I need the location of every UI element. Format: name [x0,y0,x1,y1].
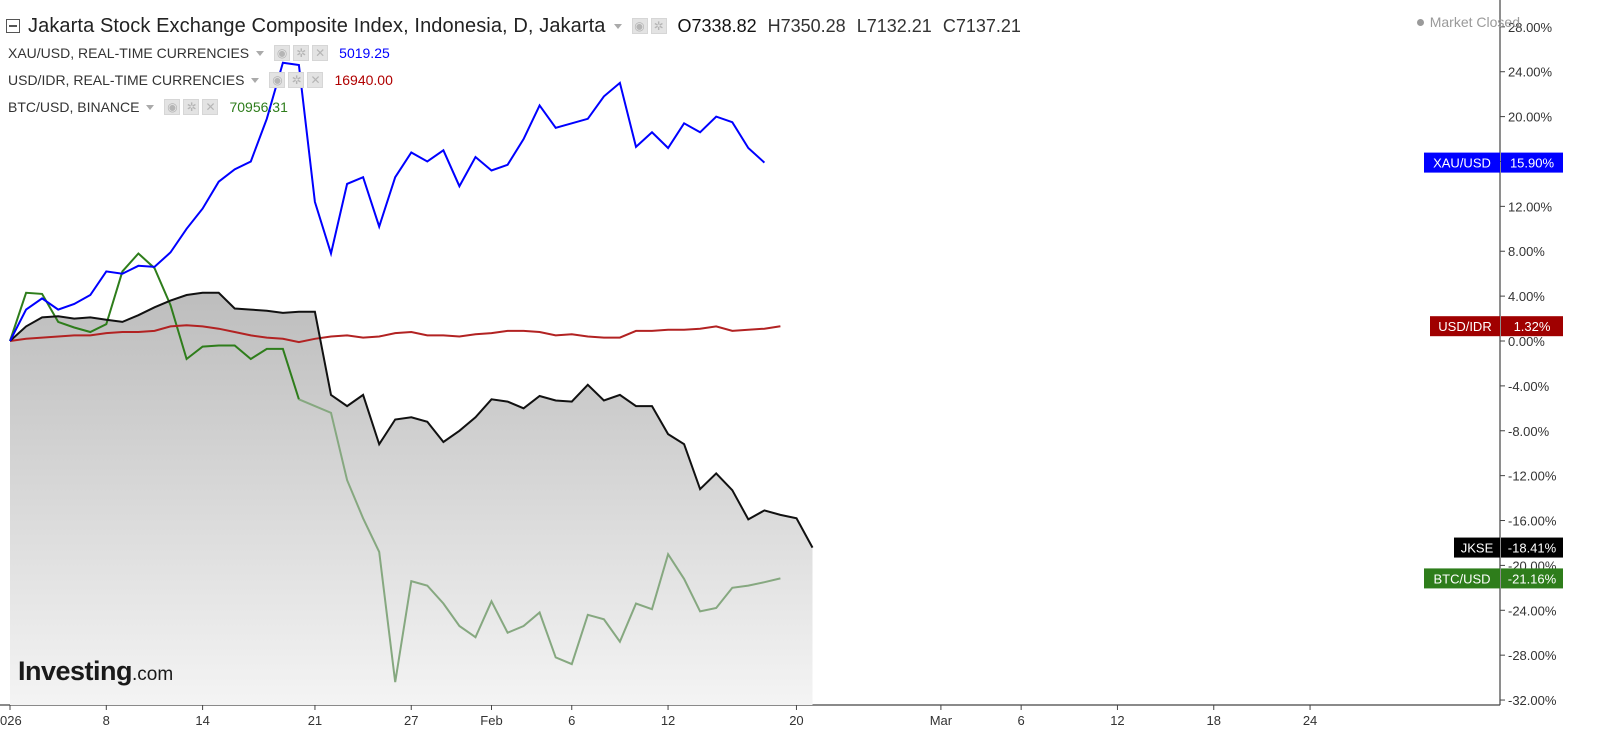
y-tick-label: -4.00% [1508,379,1550,394]
usdidr-flag-name-bg [1430,316,1500,337]
logo-suffix: .com [132,664,174,685]
x-tick-label: 27 [404,713,418,728]
x-tick-label: 6 [1018,713,1025,728]
jkse-flag-name-bg [1454,537,1500,558]
ohlc-values: O7338.82 H7350.28 L7132.21 C7137.21 [678,16,1021,37]
usdidr-flag-name: USD/IDR [1438,319,1491,334]
y-tick-label: 28.00% [1508,20,1553,35]
btcusd-flag-value: -21.16% [1508,571,1557,586]
market-status-text: Market Closed [1429,14,1520,30]
y-tick-label: -32.00% [1508,693,1557,708]
chevron-down-icon[interactable] [613,23,622,29]
y-tick-label: 12.00% [1508,199,1553,214]
y-tick-label: -24.00% [1508,603,1557,618]
usdidr-flag-value: 1.32% [1514,319,1551,334]
usdidr-line [9,324,781,344]
x-tick-label: 18 [1207,713,1221,728]
x-tick-label: 14 [195,713,209,728]
x-tick-label: 12 [1110,713,1124,728]
ohlc-low: L7132.21 [856,15,932,36]
x-tick-label: 026 [0,713,22,728]
jkse-line [9,291,814,549]
btcusd-flag-name-bg [1424,568,1500,589]
jkse-area [10,292,813,705]
y-tick-label: -8.00% [1508,424,1550,439]
close-icon[interactable]: ✕ [202,99,219,115]
x-tick-label: 12 [661,713,675,728]
legend-value: 5019.25 [339,45,390,61]
jkse-flag-value: -18.41% [1508,541,1557,556]
gear-icon[interactable]: ✲ [183,99,200,115]
x-tick-label: 24 [1303,713,1317,728]
btcusd-line [9,252,300,400]
logo-brand: Investing [18,656,133,686]
btcusd-line-faded [298,398,781,683]
xauusd-line [9,61,766,342]
close-icon[interactable]: ✕ [307,72,324,88]
y-tick-label: 8.00% [1508,244,1545,259]
x-tick-label: Mar [930,713,953,728]
close-icon[interactable]: ✕ [312,45,329,61]
xauusd-flag-name: XAU/USD [1433,156,1491,171]
y-tick-label: -28.00% [1508,648,1557,663]
y-tick-label: 24.00% [1508,65,1553,80]
chart-title: Jakarta Stock Exchange Composite Index, … [28,14,606,37]
eye-icon[interactable]: ◉ [274,45,291,61]
gear-icon[interactable]: ✲ [288,72,305,88]
xauusd-flag-name-bg [1424,152,1500,173]
eye-icon[interactable]: ◉ [269,72,286,88]
xauusd-flag-value-bg [1501,152,1563,173]
market-status: Market Closed [1416,14,1520,30]
legend-value: 16940.00 [334,72,393,88]
eye-icon[interactable]: ◉ [631,18,648,34]
xauusd-flag-value: 15.90% [1510,156,1555,171]
y-tick-label: 4.00% [1508,289,1545,304]
legend-label: XAU/USD, REAL-TIME CURRENCIES [8,45,250,61]
usdidr-flag-value-bg [1501,316,1563,337]
y-tick-label: -12.00% [1508,469,1557,484]
ohlc-high: H7350.28 [767,15,846,36]
btcusd-flag-name: BTC/USD [1433,571,1490,586]
ohlc-close: C7137.21 [942,15,1021,36]
ohlc-open: O7338.82 [677,15,757,36]
x-tick-label: Feb [480,713,502,728]
gear-icon[interactable]: ✲ [650,18,667,34]
y-tick-label: -16.00% [1508,514,1557,529]
status-dot-icon [1416,18,1424,26]
chevron-down-icon[interactable] [146,104,155,110]
x-tick-label: 6 [568,713,575,728]
chart-header: Jakarta Stock Exchange Composite Index, … [6,12,1021,40]
eye-icon[interactable]: ◉ [164,99,181,115]
y-tick-label: 0.00% [1508,334,1545,349]
chevron-down-icon[interactable] [256,50,265,56]
gear-icon[interactable]: ✲ [293,45,310,61]
btcusd-flag-value-bg [1501,568,1563,589]
y-tick-label: 20.00% [1508,110,1553,125]
legend-label: BTC/USD, BINANCE [8,99,140,115]
chevron-down-icon[interactable] [251,77,260,83]
legend-value: 70956.31 [229,99,288,115]
jkse-flag-value-bg [1501,537,1563,558]
legend-label: USD/IDR, REAL-TIME CURRENCIES [8,72,245,88]
legend-item-btcusd[interactable]: BTC/USD, BINANCE ◉ ✲ ✕ 70956.31 [8,97,288,117]
investing-logo: Investing .com [18,656,173,687]
collapse-icon[interactable] [6,19,20,33]
legend-item-xauusd[interactable]: XAU/USD, REAL-TIME CURRENCIES ◉ ✲ ✕ 5019… [8,43,390,63]
legend-item-usdidr[interactable]: USD/IDR, REAL-TIME CURRENCIES ◉ ✲ ✕ 1694… [8,70,393,90]
x-tick-label: 21 [308,713,322,728]
jkse-flag-name: JKSE [1461,541,1494,556]
x-tick-label: 8 [103,713,110,728]
x-tick-label: 20 [789,713,803,728]
